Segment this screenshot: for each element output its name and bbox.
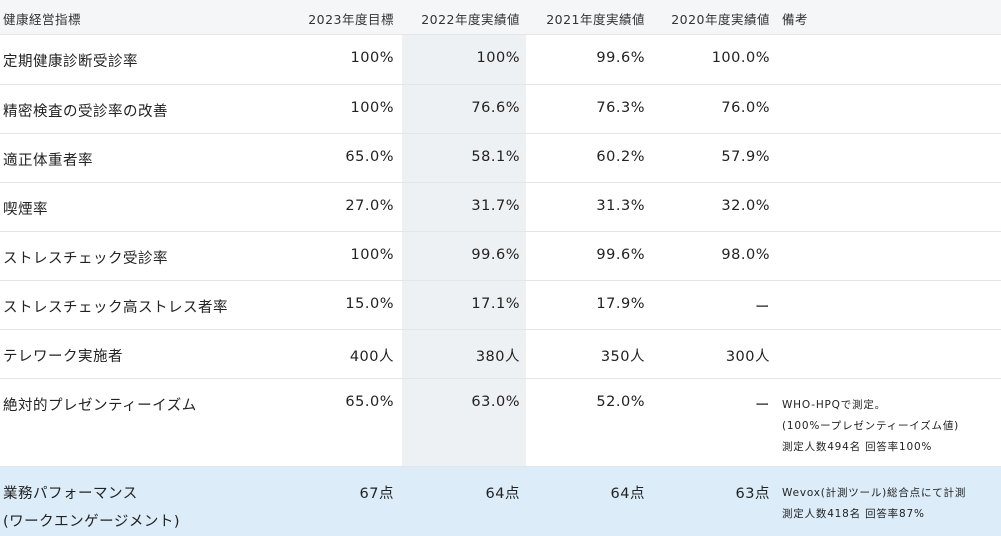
header-cell: 健康経営指標 — [3, 12, 82, 27]
value-cell: 63.0% — [471, 394, 520, 410]
note-line: WHO-HPQで測定。 — [782, 399, 886, 411]
row-label: 精密検査の受診率の改善 — [3, 104, 168, 120]
header-cell: 備考 — [782, 12, 809, 27]
row-label: 業務パフォーマンス — [3, 486, 138, 502]
row-label: 適正体重者率 — [3, 153, 93, 169]
value-cell: 60.2% — [596, 149, 645, 165]
value-cell: 17.9% — [596, 296, 645, 312]
value-cell: 31.7% — [471, 198, 520, 214]
value-cell: 65.0% — [345, 149, 394, 165]
value-cell: 65.0% — [345, 394, 394, 410]
value-cell: 350人 — [600, 349, 645, 365]
value-cell: ー — [755, 398, 770, 414]
value-cell: 76.0% — [721, 100, 770, 116]
value-cell: 100% — [350, 100, 394, 116]
row-divider — [0, 231, 1001, 232]
row-label: (ワークエンゲージメント) — [3, 514, 181, 530]
value-cell: 380人 — [475, 349, 520, 365]
value-cell: 57.9% — [721, 149, 770, 165]
value-cell: 15.0% — [345, 296, 394, 312]
header-cell: 2023年度目標 — [308, 12, 394, 27]
note-line: Wevox(計測ツール)総合点にて計測 — [782, 487, 967, 499]
value-cell: 67点 — [359, 486, 394, 502]
value-cell: 99.6% — [596, 247, 645, 263]
header-cell: 2022年度実績値 — [421, 12, 520, 27]
header-cell: 2021年度実績値 — [546, 12, 645, 27]
value-cell: 52.0% — [596, 394, 645, 410]
value-cell: 63点 — [735, 486, 770, 502]
value-cell: 100% — [350, 50, 394, 66]
value-cell: 64点 — [485, 486, 520, 502]
row-label: 喫煙率 — [3, 202, 48, 218]
row-divider — [0, 378, 1001, 379]
note-line: (100%ープレゼンティーイズム値) — [782, 420, 960, 432]
value-cell: 99.6% — [471, 247, 520, 263]
row-label: 絶対的プレゼンティーイズム — [3, 398, 197, 414]
value-cell: 64点 — [610, 486, 645, 502]
highlight-column — [402, 34, 526, 466]
value-cell: 58.1% — [471, 149, 520, 165]
row-divider — [0, 466, 1001, 467]
row-label: ストレスチェック受診率 — [3, 251, 168, 267]
highlight-row — [0, 466, 1001, 536]
value-cell: 98.0% — [721, 247, 770, 263]
value-cell: 76.6% — [471, 100, 520, 116]
value-cell: ー — [755, 300, 770, 316]
row-divider — [0, 133, 1001, 134]
value-cell: 99.6% — [596, 50, 645, 66]
header-bg — [0, 0, 1001, 34]
value-cell: 100% — [350, 247, 394, 263]
row-label: テレワーク実施者 — [3, 349, 123, 365]
value-cell: 400人 — [349, 349, 394, 365]
value-cell: 100.0% — [711, 50, 770, 66]
row-label: ストレスチェック高ストレス者率 — [3, 300, 228, 316]
value-cell: 17.1% — [471, 296, 520, 312]
value-cell: 100% — [476, 50, 520, 66]
note-line: 測定人数418名 回答率87% — [782, 508, 925, 520]
row-divider — [0, 182, 1001, 183]
header-cell: 2020年度実績値 — [671, 12, 770, 27]
row-divider — [0, 329, 1001, 330]
value-cell: 31.3% — [596, 198, 645, 214]
value-cell: 300人 — [725, 349, 770, 365]
value-cell: 32.0% — [721, 198, 770, 214]
row-divider — [0, 84, 1001, 85]
value-cell: 76.3% — [596, 100, 645, 116]
row-divider — [0, 34, 1001, 35]
value-cell: 27.0% — [345, 198, 394, 214]
row-label: 定期健康診断受診率 — [3, 54, 138, 70]
row-divider — [0, 280, 1001, 281]
note-line: 測定人数494名 回答率100% — [782, 441, 933, 453]
